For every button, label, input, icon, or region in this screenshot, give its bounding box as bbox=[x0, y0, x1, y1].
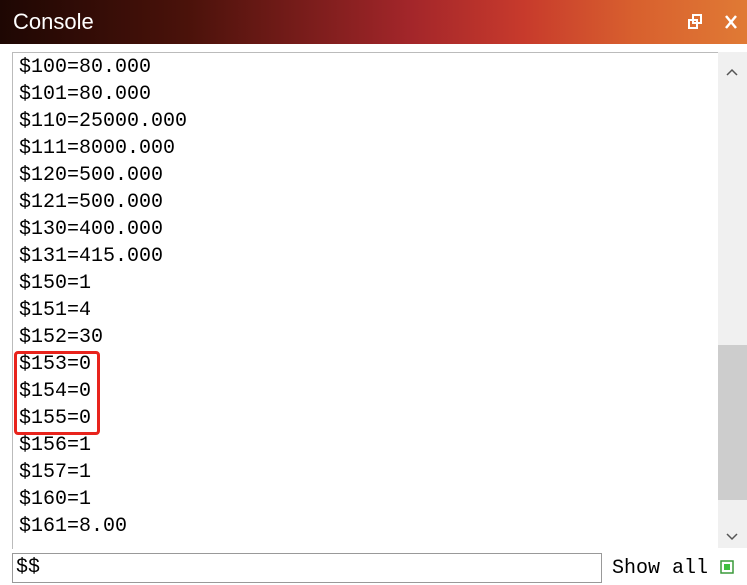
close-button[interactable] bbox=[725, 15, 737, 29]
console-line: $154=0 bbox=[19, 380, 92, 403]
console-output: $100=80.000 $101=80.000 $110=25000.000 $111… bbox=[12, 52, 719, 549]
command-input[interactable]: $$ bbox=[12, 553, 602, 583]
scroll-arrows bbox=[726, 68, 738, 541]
console-line: $153=0 bbox=[19, 353, 92, 376]
restore-button[interactable] bbox=[688, 14, 702, 29]
console-line: $100=80.000 bbox=[19, 56, 152, 79]
toggle-icon bbox=[720, 560, 734, 574]
title-bar: Console bbox=[0, 0, 747, 44]
scroll-thumb[interactable] bbox=[718, 345, 747, 500]
console-line: $120=500.000 bbox=[19, 164, 164, 187]
title-icons bbox=[688, 14, 737, 29]
console-line: $155=0 bbox=[19, 407, 92, 430]
console-line: $151=4 bbox=[19, 299, 92, 322]
console-line: $110=25000.000 bbox=[19, 110, 188, 133]
console-line: $152=30 bbox=[19, 326, 104, 349]
show-all-label: Show all bbox=[612, 557, 709, 580]
window-title: Console bbox=[13, 9, 94, 34]
scroll-down[interactable] bbox=[726, 533, 738, 541]
console-line: $150=1 bbox=[19, 272, 92, 295]
scroll-up[interactable] bbox=[726, 68, 738, 76]
console-line: $157=1 bbox=[19, 461, 92, 484]
console-line: $160=1 bbox=[19, 488, 92, 511]
scrollbar[interactable] bbox=[718, 52, 747, 548]
highlight-box bbox=[14, 351, 100, 435]
console-line: $111=8000.000 bbox=[19, 137, 176, 160]
console-line: $161=8.00 bbox=[19, 515, 128, 538]
console-line: $121=500.000 bbox=[19, 191, 164, 214]
show-all-toggle[interactable]: Show all bbox=[612, 556, 734, 582]
console-line: $130=400.000 bbox=[19, 218, 164, 241]
console-line: $101=80.000 bbox=[19, 83, 152, 106]
console-line: $156=1 bbox=[19, 434, 92, 457]
console-line: $131=415.000 bbox=[19, 245, 164, 268]
